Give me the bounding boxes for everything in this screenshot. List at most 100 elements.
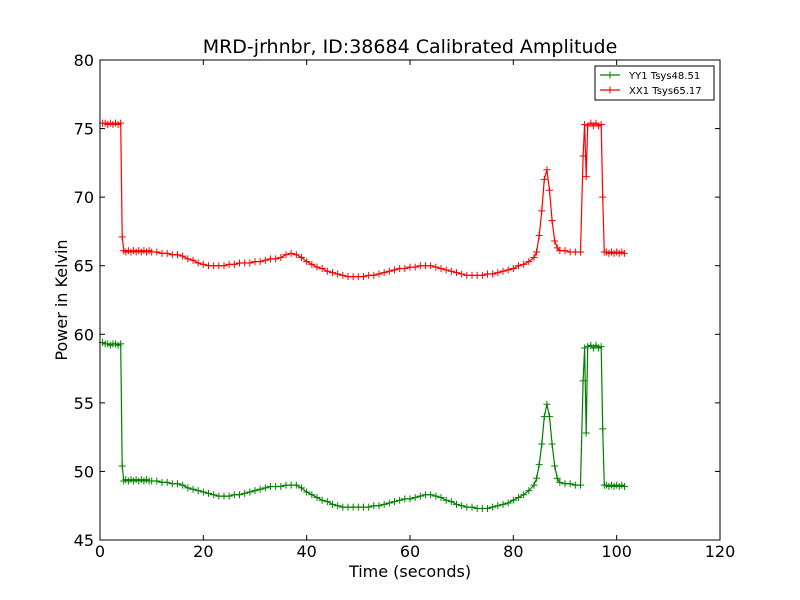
data-point-1-93 xyxy=(525,258,533,266)
data-point-0-80 xyxy=(458,502,466,510)
data-point-0-92 xyxy=(520,491,528,499)
legend-marker-1 xyxy=(606,86,614,94)
data-point-1-90 xyxy=(509,264,517,272)
series-1 xyxy=(99,119,628,281)
data-point-0-40 xyxy=(251,487,259,495)
data-point-0-52 xyxy=(313,493,321,501)
data-point-1-51 xyxy=(308,260,316,268)
data-point-1-41 xyxy=(256,258,264,266)
data-point-0-51 xyxy=(308,491,316,499)
chart-title: MRD-jrhnbr, ID:38684 Calibrated Amplitud… xyxy=(203,36,618,58)
data-point-1-101 xyxy=(548,216,556,224)
legend-label-1: XX1 Tsys65.17 xyxy=(629,86,702,97)
data-point-0-35 xyxy=(225,492,233,500)
data-point-1-108 xyxy=(577,248,584,256)
y-tick-label-1: 50 xyxy=(74,462,94,481)
data-point-0-50 xyxy=(303,488,311,496)
data-point-0-104 xyxy=(556,478,564,486)
data-point-1-23 xyxy=(163,249,171,257)
data-point-0-108 xyxy=(577,481,584,489)
data-point-0-7 xyxy=(117,340,125,348)
data-point-0-118 xyxy=(599,425,607,433)
y-tick-label-6: 75 xyxy=(74,120,94,139)
data-point-1-50 xyxy=(303,258,311,266)
data-point-0-32 xyxy=(210,491,218,499)
data-point-1-69 xyxy=(401,264,409,272)
data-point-1-8 xyxy=(118,233,126,241)
data-point-1-26 xyxy=(179,252,187,260)
data-point-1-95 xyxy=(533,248,541,256)
legend: YY1 Tsys48.51 XX1 Tsys65.17 xyxy=(594,65,715,101)
data-point-0-66 xyxy=(385,499,393,507)
data-point-1-44 xyxy=(272,255,280,263)
data-point-1-86 xyxy=(489,270,497,278)
y-tick-label-0: 45 xyxy=(74,531,94,550)
data-point-1-96 xyxy=(535,232,543,240)
data-point-1-36 xyxy=(230,260,238,268)
data-point-0-103 xyxy=(553,474,561,482)
data-point-1-61 xyxy=(360,273,367,281)
data-point-0-41 xyxy=(256,485,264,493)
data-point-0-91 xyxy=(515,493,522,501)
data-point-0-96 xyxy=(535,461,543,469)
data-point-0-21 xyxy=(153,477,161,485)
data-point-0-28 xyxy=(189,485,197,493)
data-point-1-74 xyxy=(427,262,435,270)
data-point-1-94 xyxy=(530,253,538,261)
data-point-0-85 xyxy=(484,504,491,512)
data-point-0-23 xyxy=(163,478,171,486)
data-point-1-57 xyxy=(339,271,347,279)
data-point-0-75 xyxy=(432,492,440,500)
data-point-1-66 xyxy=(385,267,393,275)
data-point-0-54 xyxy=(323,498,331,506)
data-point-1-55 xyxy=(329,269,336,277)
data-point-1-34 xyxy=(220,262,228,270)
data-point-1-97 xyxy=(538,207,546,215)
data-point-1-30 xyxy=(199,260,207,268)
data-point-0-97 xyxy=(538,440,546,448)
data-point-0-38 xyxy=(241,489,249,497)
data-point-1-48 xyxy=(292,251,300,259)
data-point-1-78 xyxy=(447,267,455,275)
data-point-1-46 xyxy=(282,251,290,259)
data-point-0-82 xyxy=(468,503,476,511)
data-point-1-63 xyxy=(370,271,378,279)
y-axis-label: Power in Kelvin xyxy=(52,239,71,360)
data-point-0-74 xyxy=(427,491,435,499)
data-point-0-94 xyxy=(530,481,538,489)
data-point-0-29 xyxy=(194,487,202,495)
y-tick-label-3: 60 xyxy=(74,325,94,344)
data-point-0-8 xyxy=(118,462,126,470)
series-layer xyxy=(99,119,628,512)
data-point-0-67 xyxy=(391,498,398,506)
series-0 xyxy=(99,339,628,512)
data-point-1-64 xyxy=(375,270,383,278)
data-point-1-110 xyxy=(581,120,589,128)
data-point-0-87 xyxy=(494,502,502,510)
data-point-1-127 xyxy=(620,249,628,257)
data-point-1-49 xyxy=(298,253,305,261)
data-point-0-49 xyxy=(298,484,305,492)
data-point-1-88 xyxy=(499,267,507,275)
data-point-0-70 xyxy=(406,495,414,503)
data-point-0-25 xyxy=(174,480,181,488)
legend-label-0: YY1 Tsys48.51 xyxy=(628,71,700,82)
data-point-1-91 xyxy=(515,262,522,270)
data-point-1-52 xyxy=(313,263,321,271)
data-point-0-56 xyxy=(334,502,342,510)
x-axis-label: Time (seconds) xyxy=(348,562,471,581)
data-point-1-21 xyxy=(153,248,161,256)
data-point-0-26 xyxy=(179,481,187,489)
data-point-0-99 xyxy=(543,400,551,408)
data-point-1-99 xyxy=(543,166,551,174)
data-point-1-76 xyxy=(437,264,445,272)
data-point-0-31 xyxy=(205,489,212,497)
data-point-1-92 xyxy=(520,260,528,268)
data-point-0-88 xyxy=(499,500,507,508)
data-point-1-27 xyxy=(184,255,192,263)
data-point-0-30 xyxy=(199,488,207,496)
data-point-0-76 xyxy=(437,493,445,501)
data-point-1-67 xyxy=(391,266,398,274)
data-point-1-65 xyxy=(380,269,388,277)
